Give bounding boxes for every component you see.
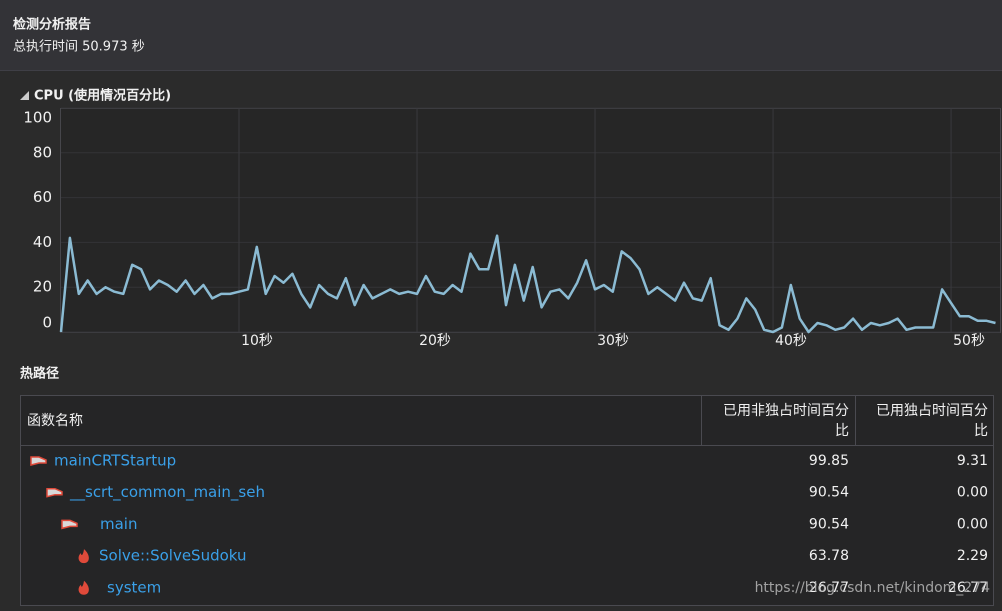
x-tick-label: 30秒: [597, 333, 629, 349]
x-tick-label: 40秒: [775, 333, 807, 349]
x-tick-label: 50秒: [953, 333, 985, 349]
x-tick-label: 20秒: [419, 333, 451, 349]
hot-icon: [78, 580, 89, 595]
cpu-line: [59, 234, 996, 334]
inclusive-pct: 63.78: [809, 548, 849, 564]
exclusive-pct: 2.29: [957, 548, 988, 564]
watermark: https://blog.csdn.net/kindom_274: [755, 580, 991, 596]
inclusive-pct: 90.54: [809, 516, 849, 532]
y-tick-label: 100: [23, 109, 52, 127]
table-border: [20, 395, 994, 606]
report-subtitle: 总执行时间 50.973 秒: [13, 40, 145, 55]
plot-area: [60, 108, 1001, 333]
exclusive-pct: 0.00: [957, 485, 988, 501]
function-name[interactable]: mainCRTStartup: [54, 452, 176, 470]
section-title: 热路径: [20, 366, 59, 382]
collapse-icon[interactable]: [20, 91, 29, 100]
chart-title: CPU (使用情况百分比): [34, 88, 171, 104]
y-tick-label: 60: [33, 188, 52, 206]
function-name[interactable]: __scrt_common_main_seh: [69, 483, 265, 502]
hot-icon: [61, 519, 78, 530]
inclusive-pct: 90.54: [809, 485, 849, 501]
x-tick-label: 10秒: [241, 333, 273, 349]
report-title: 检测分析报告: [13, 17, 91, 33]
function-name[interactable]: Solve::SolveSudoku: [99, 547, 247, 565]
hot-icon: [46, 487, 63, 498]
y-tick-label: 0: [42, 314, 52, 332]
inclusive-pct: 26.77: [809, 580, 849, 596]
header-bg: [0, 0, 1002, 70]
hot-icon: [78, 549, 89, 564]
exclusive-pct: 26.77: [948, 580, 988, 596]
inclusive-pct: 99.85: [809, 453, 849, 469]
function-name[interactable]: main: [100, 515, 137, 533]
y-tick-label: 40: [33, 233, 52, 251]
column-header: 已用独占时间百分比: [876, 403, 988, 439]
y-tick-label: 20: [33, 278, 52, 296]
exclusive-pct: 9.31: [957, 453, 988, 469]
function-name[interactable]: system: [107, 578, 161, 596]
y-tick-label: 80: [33, 143, 52, 161]
hot-icon: [30, 456, 47, 466]
column-header: 已用非独占时间百分比: [723, 403, 849, 439]
exclusive-pct: 0.00: [957, 516, 988, 532]
column-header: 函数名称: [27, 413, 83, 429]
